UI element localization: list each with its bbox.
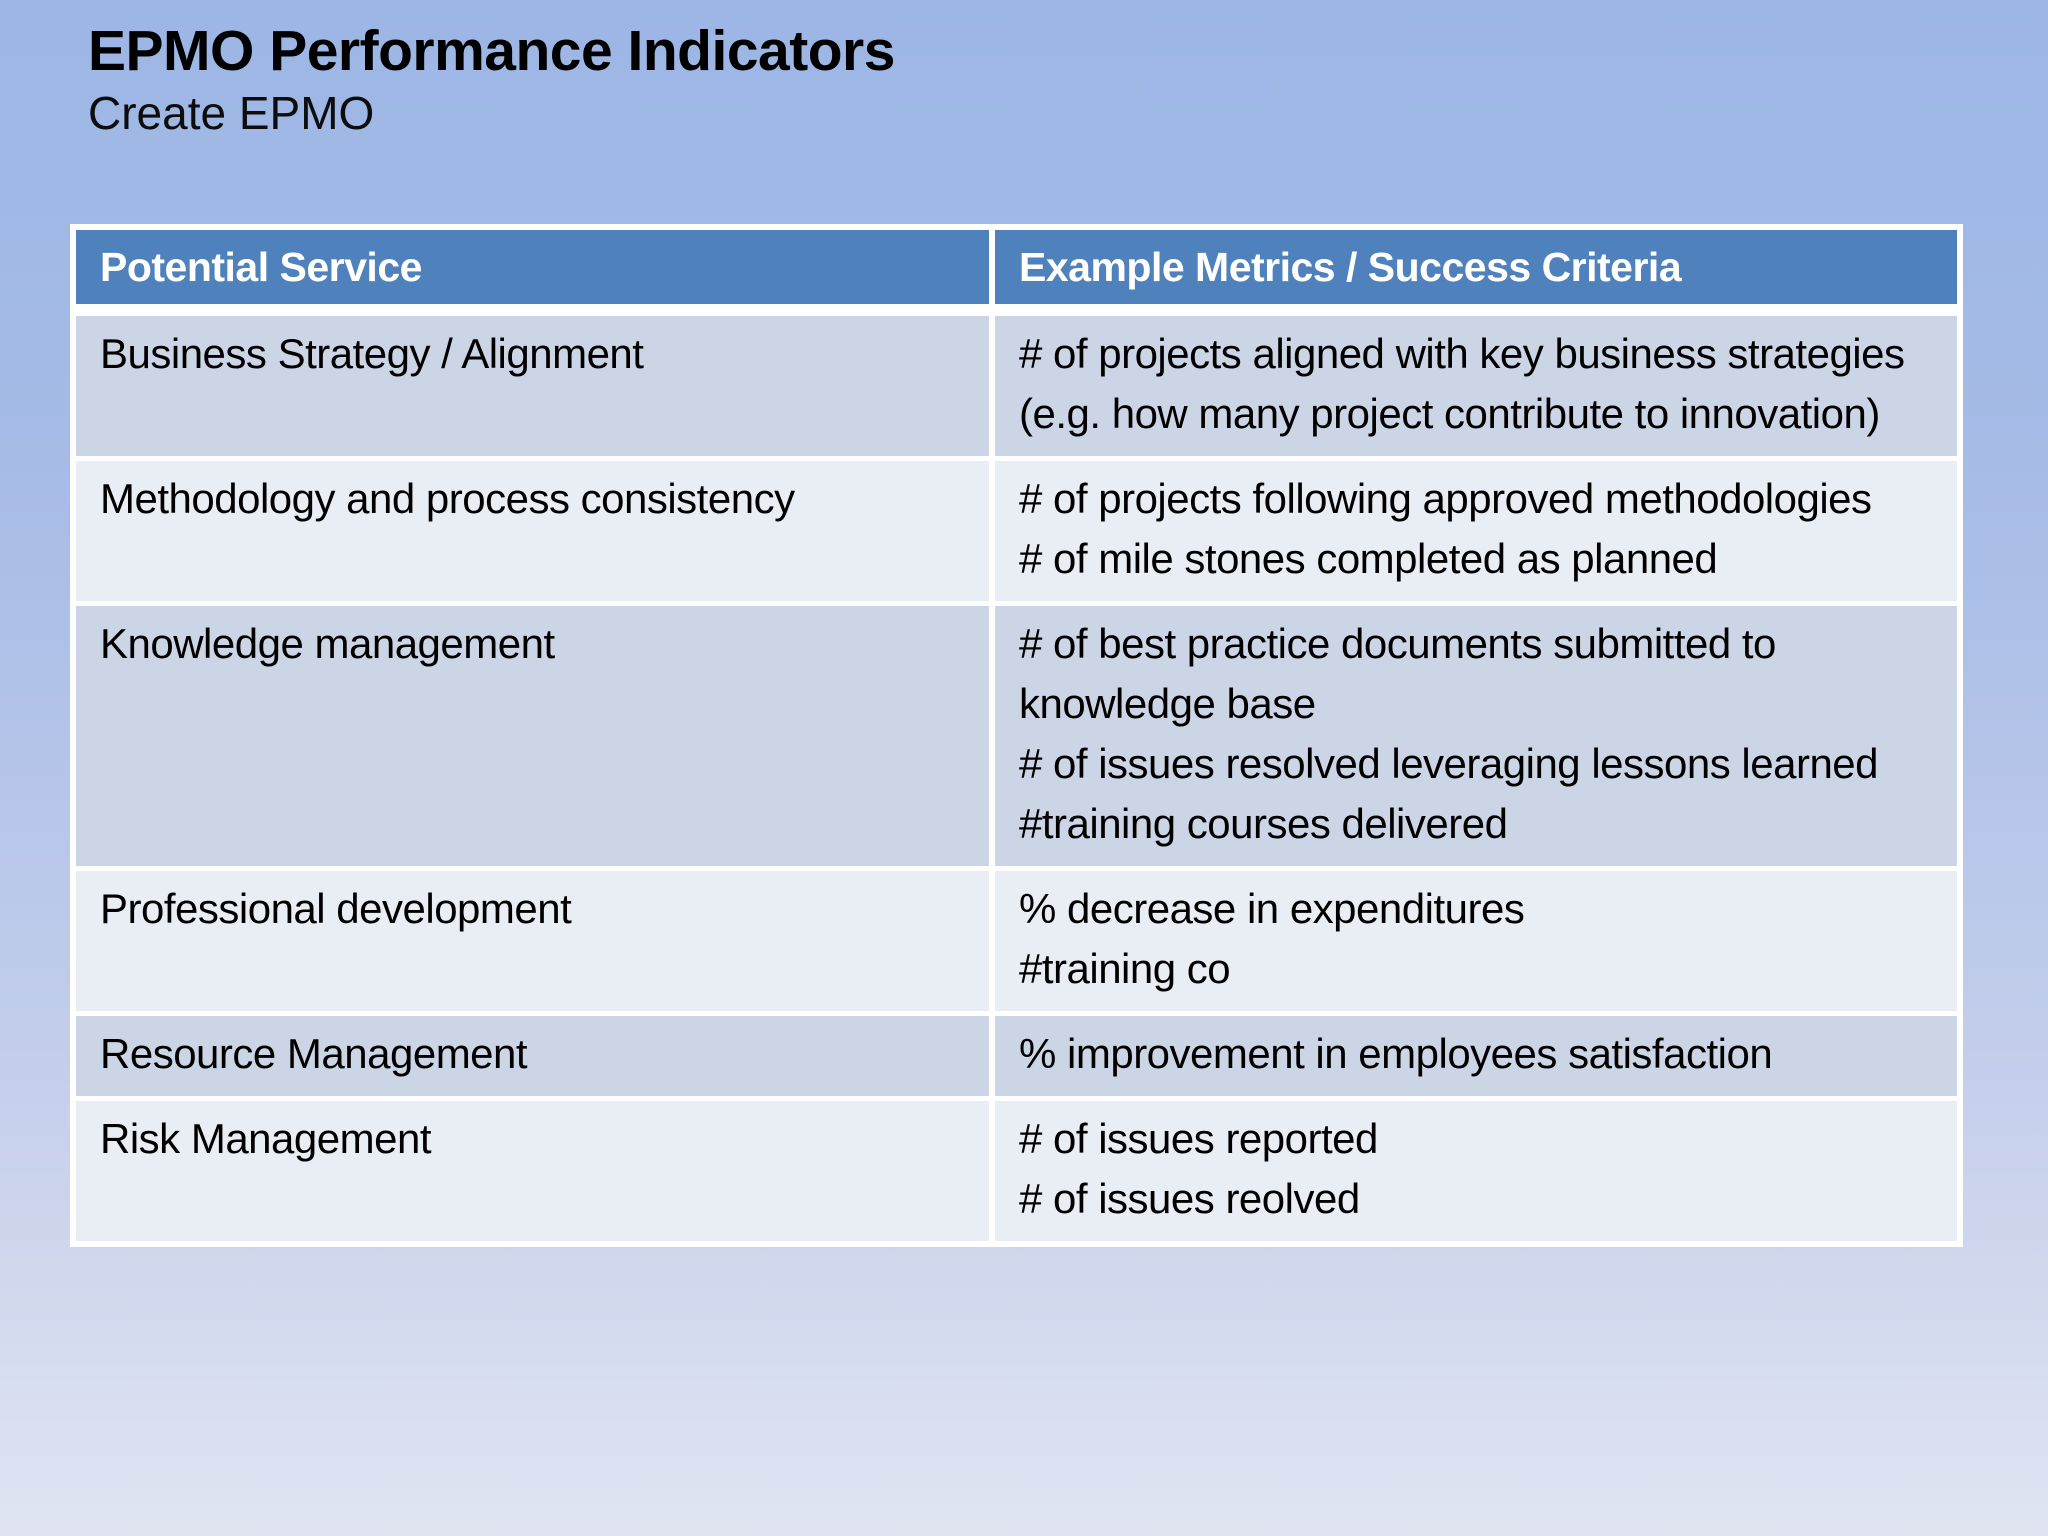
table-header-row: Potential Service Example Metrics / Succ…: [76, 230, 1957, 304]
metrics-cell: # of projects aligned with key business …: [995, 316, 1957, 456]
table-row: Resource Management % improvement in emp…: [76, 1016, 1957, 1096]
column-header-potential-service: Potential Service: [76, 230, 989, 304]
table-row: Methodology and process consistency # of…: [76, 461, 1957, 601]
metrics-cell: % decrease in expenditures #training co: [995, 871, 1957, 1011]
table-row: Knowledge management # of best practice …: [76, 606, 1957, 866]
metrics-cell: % improvement in employees satisfaction: [995, 1016, 1957, 1096]
metrics-cell: # of best practice documents submitted t…: [995, 606, 1957, 866]
table-body: Business Strategy / Alignment # of proje…: [76, 316, 1957, 1241]
performance-indicators-table: Potential Service Example Metrics / Succ…: [70, 224, 1963, 1247]
table-row: Business Strategy / Alignment # of proje…: [76, 316, 1957, 456]
service-cell: Risk Management: [76, 1101, 989, 1241]
metrics-cell: # of projects following approved methodo…: [995, 461, 1957, 601]
service-cell: Methodology and process consistency: [76, 461, 989, 601]
column-header-example-metrics: Example Metrics / Success Criteria: [995, 230, 1957, 304]
page-subtitle: Create EPMO: [88, 87, 375, 139]
service-cell: Resource Management: [76, 1016, 989, 1096]
page-title: EPMO Performance Indicators: [88, 19, 895, 83]
service-cell: Professional development: [76, 871, 989, 1011]
service-cell: Knowledge management: [76, 606, 989, 866]
title-block: EPMO Performance Indicators Create EPMO: [88, 18, 895, 142]
table-row: Professional development % decrease in e…: [76, 871, 1957, 1011]
metrics-cell: # of issues reported # of issues reolved: [995, 1101, 1957, 1241]
service-cell: Business Strategy / Alignment: [76, 316, 989, 456]
table-row: Risk Management # of issues reported # o…: [76, 1101, 1957, 1241]
